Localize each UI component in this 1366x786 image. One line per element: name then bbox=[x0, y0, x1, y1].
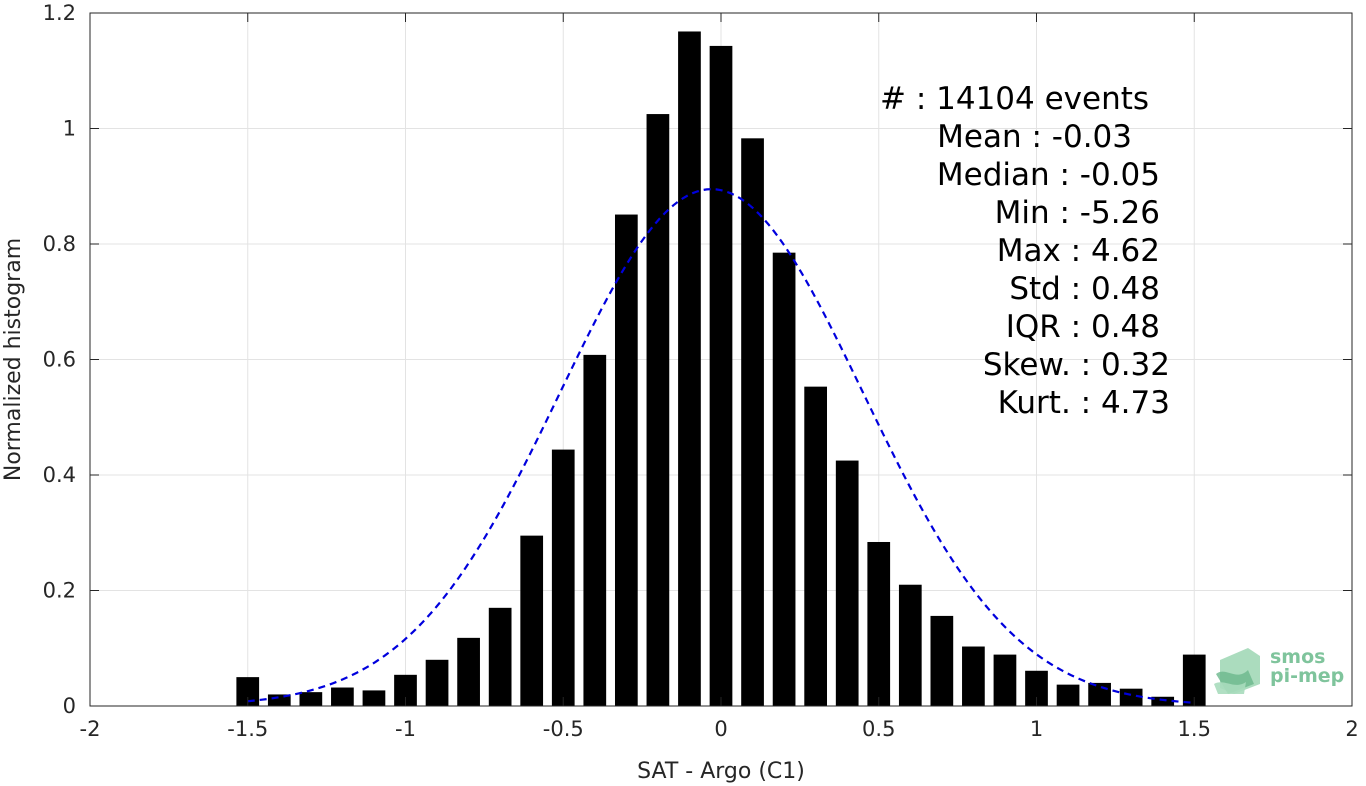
x-tick-label: -2 bbox=[80, 717, 101, 741]
histogram-bar bbox=[236, 677, 260, 706]
y-tick-label: 0.8 bbox=[43, 232, 76, 256]
histogram-bar bbox=[331, 687, 354, 706]
histogram-bar bbox=[394, 674, 417, 706]
histogram-bar bbox=[457, 637, 480, 706]
histogram-bar bbox=[1056, 684, 1080, 706]
logo-line2: pi-mep bbox=[1270, 665, 1345, 687]
y-tick-label: 0.6 bbox=[43, 348, 76, 372]
histogram-bar bbox=[646, 114, 670, 706]
x-tick-label: 2 bbox=[1345, 717, 1358, 741]
x-axis-label: SAT - Argo (C1) bbox=[637, 759, 805, 784]
stat-events: # : 14104 events bbox=[880, 81, 1150, 117]
histogram-bar bbox=[551, 449, 575, 706]
y-tick-label: 1.2 bbox=[43, 1, 76, 25]
statistics-annotation: # : 14104 events Mean : -0.03 Median : -… bbox=[880, 80, 1170, 422]
histogram-bar bbox=[772, 252, 796, 706]
stat-mean: Mean : -0.03 bbox=[937, 119, 1132, 155]
histogram-bar bbox=[1151, 696, 1175, 706]
stat-max: Max : 4.62 bbox=[996, 233, 1160, 269]
logo-text: smos pi-mep bbox=[1270, 648, 1344, 686]
histogram-bar bbox=[1088, 682, 1111, 706]
x-tick-label: 0.5 bbox=[862, 717, 895, 741]
histogram-bar bbox=[425, 659, 449, 706]
y-tick-label: 0 bbox=[63, 694, 76, 718]
x-tick-label: -1.5 bbox=[227, 717, 268, 741]
y-axis-label: Normalized histogram bbox=[1, 238, 26, 481]
stat-skew: Skew. : 0.32 bbox=[982, 347, 1170, 383]
histogram-bar bbox=[898, 584, 922, 706]
histogram-bar bbox=[709, 45, 733, 707]
histogram-bar bbox=[678, 31, 701, 707]
logo-waves-icon bbox=[1214, 648, 1260, 694]
histogram-bar bbox=[867, 541, 891, 706]
histogram-bar bbox=[520, 535, 544, 706]
y-tick-label: 1 bbox=[63, 117, 76, 141]
x-tick-label: 1.5 bbox=[1178, 717, 1211, 741]
smos-pimep-logo: smos pi-mep bbox=[1214, 644, 1354, 696]
stat-median: Median : -0.05 bbox=[936, 157, 1160, 193]
x-tick-label: -1 bbox=[395, 717, 416, 741]
stat-min: Min : -5.26 bbox=[994, 195, 1160, 231]
stat-iqr: IQR : 0.48 bbox=[1005, 309, 1160, 345]
histogram-bar bbox=[1182, 654, 1206, 706]
histogram-bar bbox=[930, 615, 954, 706]
gaussian-fit-line bbox=[247, 188, 1195, 704]
x-tick-label: 1 bbox=[1030, 717, 1043, 741]
histogram-bar bbox=[804, 386, 828, 706]
logo-line1: smos bbox=[1270, 646, 1326, 668]
histogram-bar bbox=[583, 354, 607, 706]
histogram-bar bbox=[488, 607, 512, 706]
stat-std: Std : 0.48 bbox=[1009, 271, 1160, 307]
x-tick-label: -0.5 bbox=[543, 717, 584, 741]
y-tick-label: 0.4 bbox=[43, 463, 76, 487]
histogram-bar bbox=[362, 690, 386, 706]
histogram-bar bbox=[741, 138, 764, 706]
histogram-bar bbox=[962, 646, 985, 706]
histogram-bar bbox=[993, 654, 1017, 706]
stat-kurt: Kurt. : 4.73 bbox=[997, 385, 1170, 421]
histogram-bar bbox=[835, 460, 859, 706]
x-tick-label: 0 bbox=[714, 717, 727, 741]
histogram-bar bbox=[299, 692, 323, 706]
histogram-bar bbox=[267, 694, 291, 706]
y-tick-label: 0.2 bbox=[43, 579, 76, 603]
histogram-bar bbox=[614, 214, 638, 707]
histogram-bar bbox=[1025, 670, 1048, 706]
